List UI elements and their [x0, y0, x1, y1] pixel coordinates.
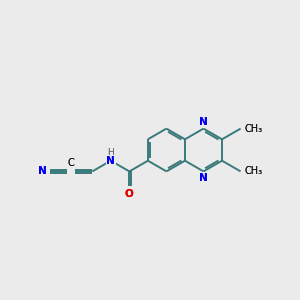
Text: CH₃: CH₃ — [244, 167, 262, 176]
Text: N: N — [199, 116, 208, 127]
Text: C: C — [68, 158, 74, 168]
Text: O: O — [125, 189, 134, 200]
Bar — [199, 172, 208, 178]
Bar — [67, 168, 75, 175]
Text: N: N — [199, 116, 208, 127]
Bar — [125, 188, 134, 194]
Text: O: O — [125, 189, 134, 200]
Text: N: N — [199, 173, 208, 184]
Text: C: C — [68, 158, 74, 168]
Text: CH₃: CH₃ — [244, 167, 262, 176]
Bar — [242, 168, 258, 175]
Text: H: H — [107, 148, 114, 157]
Text: N: N — [38, 167, 46, 176]
Text: H: H — [107, 148, 114, 157]
Text: CH₃: CH₃ — [244, 124, 262, 134]
Text: CH₃: CH₃ — [244, 124, 262, 134]
Text: N: N — [106, 156, 115, 166]
Bar — [242, 125, 258, 132]
Bar — [106, 154, 116, 167]
Text: N: N — [38, 167, 46, 176]
Text: N: N — [106, 156, 115, 166]
Bar — [199, 122, 208, 128]
Text: N: N — [199, 173, 208, 184]
Bar — [41, 168, 49, 175]
